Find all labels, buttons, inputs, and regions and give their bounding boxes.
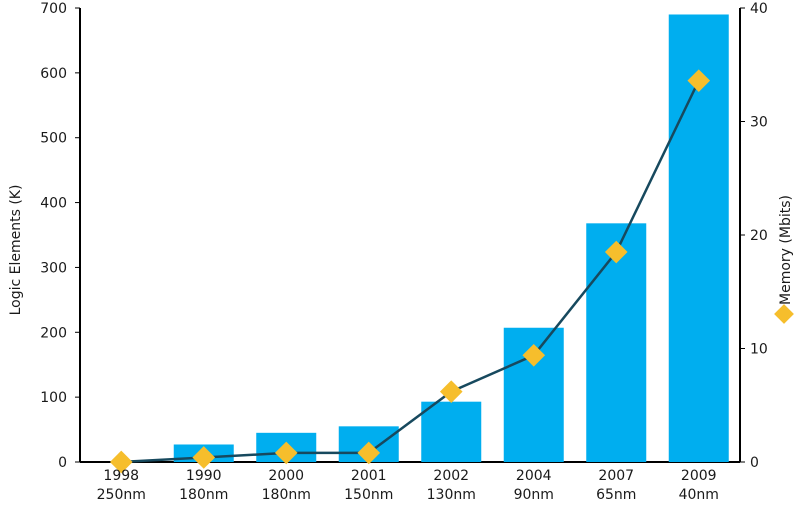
bar-series	[173, 14, 729, 462]
category-year-label: 2009	[681, 468, 717, 484]
category-year-label: 1998	[103, 468, 139, 484]
category-year-label: 2002	[433, 468, 469, 484]
category-node-label: 180nm	[179, 487, 228, 503]
right-axis-title: Memory (Mbits)	[778, 195, 794, 305]
category-year-label: 2000	[268, 468, 304, 484]
category-year-label: 1990	[186, 468, 222, 484]
category-node-label: 65nm	[596, 487, 636, 503]
memory-line	[121, 80, 700, 464]
category-labels: 1998 250nm 1990 180nm 2000 180nm 2001 150nm 2002…	[97, 468, 719, 503]
bar-2002	[421, 401, 482, 462]
left-tick-label: 500	[40, 131, 67, 147]
category-node-label: 250nm	[97, 487, 146, 503]
category-year-label: 2004	[516, 468, 552, 484]
left-tick-label: 100	[40, 390, 67, 406]
left-tick-label: 0	[58, 455, 67, 471]
left-tick-label: 200	[40, 325, 67, 341]
left-axis-title: Logic Elements (K)	[8, 185, 24, 316]
left-tick-label: 300	[40, 260, 67, 276]
right-tick-label: 20	[750, 228, 768, 244]
category-node-label: 180nm	[262, 487, 311, 503]
category-year-label: 2007	[598, 468, 634, 484]
category-node-label: 40nm	[679, 487, 719, 503]
left-tick-label: 400	[40, 196, 67, 212]
right-tick-label: 0	[750, 455, 759, 471]
category-node-label: 90nm	[514, 487, 554, 503]
right-tick-labels: 0 10 20 30 40	[740, 1, 768, 471]
right-tick-label: 30	[750, 115, 768, 131]
legend-diamond-marker	[774, 304, 794, 324]
right-tick-label: 10	[750, 342, 768, 358]
left-tick-label: 600	[40, 66, 67, 82]
left-tick-labels: 0 100 200 300 400 500 600 700	[40, 1, 80, 471]
category-node-label: 130nm	[427, 487, 476, 503]
category-node-label: 150nm	[344, 487, 393, 503]
memory-point-2002	[439, 380, 463, 403]
right-tick-label: 40	[750, 1, 768, 17]
category-year-label: 2001	[351, 468, 387, 484]
left-tick-label: 700	[40, 1, 67, 17]
